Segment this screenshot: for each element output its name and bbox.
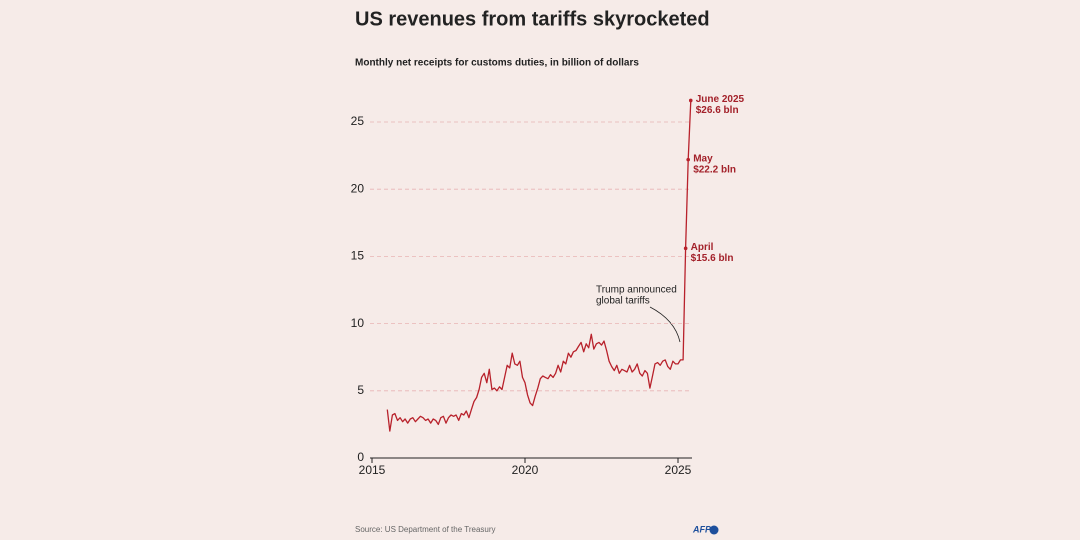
annotation-value: $15.6 bln [691, 253, 734, 264]
logo-dot [709, 525, 719, 535]
note: Trump announced [596, 285, 677, 296]
y-tick-label: 25 [351, 114, 365, 128]
highlight-point [688, 98, 693, 103]
highlight-point [686, 157, 690, 162]
line [386, 100, 692, 432]
y-tick-label: 0 [357, 450, 364, 464]
annotation-value: $22.2 bln [693, 164, 736, 175]
y-tick-label: 15 [351, 249, 365, 263]
annotation-month: May [693, 153, 713, 164]
annotation-value: $26.6 bln [696, 105, 739, 116]
highlight-point [683, 246, 688, 251]
annotation-month: June 2025 [696, 94, 745, 105]
logo: AFP [692, 524, 712, 534]
chart-subtitle: Monthly net receipts for customs duties,… [355, 58, 639, 69]
x-tick-label: 2020 [512, 463, 539, 477]
note-arrow [649, 306, 681, 343]
y-tick-label: 10 [351, 316, 365, 330]
source: Source: US Department of the Treasury [355, 525, 496, 534]
y-tick-label: 5 [357, 383, 364, 397]
x-tick-label: 2025 [665, 463, 692, 477]
y-tick-label: 20 [351, 181, 365, 195]
x-tick-label: 2015 [359, 463, 386, 477]
chart-title: US revenues from tariffs skyrocketed [355, 8, 710, 30]
note: global tariffs [596, 296, 650, 307]
annotation-month: April [691, 242, 714, 253]
